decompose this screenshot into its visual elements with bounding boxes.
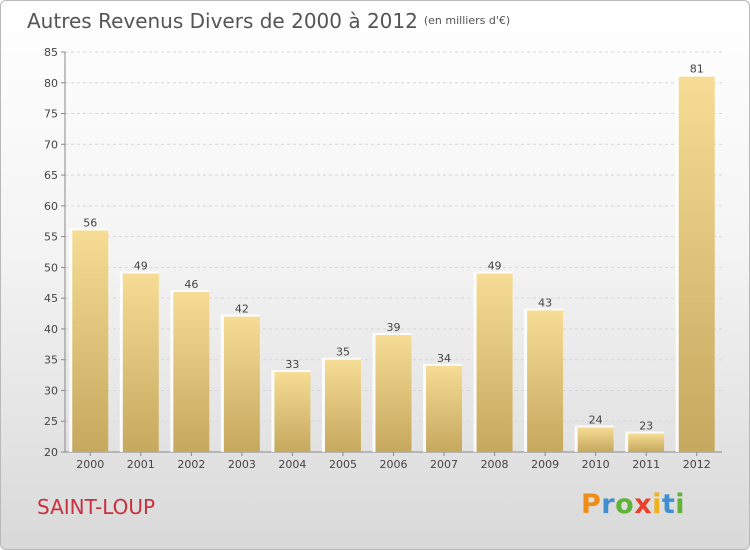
logo-letter: i: [675, 489, 686, 520]
bar-2008: [476, 273, 513, 452]
chart-title: Autres Revenus Divers de 2000 à 2012 (en …: [27, 9, 510, 33]
logo-letter: x: [634, 489, 653, 520]
x-tick-label-2012: 2012: [683, 458, 711, 471]
data-label-2002: 46: [184, 278, 198, 291]
y-tick-label: 55: [44, 231, 58, 244]
chart-title-text: Autres Revenus Divers de 2000 à 2012: [27, 9, 418, 33]
bar-2007: [426, 365, 463, 452]
y-tick-label: 65: [44, 169, 58, 182]
bar-2003: [223, 316, 260, 452]
bar-2001: [122, 273, 159, 452]
y-tick-label: 80: [44, 77, 58, 90]
data-label-2000: 56: [83, 216, 97, 229]
logo-letter: r: [601, 489, 616, 520]
y-tick-label: 85: [44, 46, 58, 59]
data-label-2006: 39: [387, 321, 401, 334]
x-tick-label-2011: 2011: [632, 458, 660, 471]
y-tick-label: 20: [44, 446, 58, 459]
data-label-2005: 35: [336, 346, 350, 359]
logo-letter: t: [661, 489, 676, 520]
bar-2004: [274, 372, 311, 452]
y-tick-label: 45: [44, 292, 58, 305]
data-label-2008: 49: [488, 260, 502, 273]
x-tick-label-2003: 2003: [228, 458, 256, 471]
x-tick-label-2000: 2000: [76, 458, 104, 471]
x-tick-label-2007: 2007: [430, 458, 458, 471]
y-tick-label: 40: [44, 323, 58, 336]
bar-2012: [678, 76, 715, 452]
data-label-2007: 34: [437, 352, 451, 365]
place-name: SAINT-LOUP: [37, 495, 156, 519]
y-tick-label: 70: [44, 138, 58, 151]
data-label-2011: 23: [639, 420, 653, 433]
data-label-2001: 49: [134, 260, 148, 273]
bar-2000: [72, 230, 109, 452]
x-tick-label-2005: 2005: [329, 458, 357, 471]
logo-letter: P: [581, 489, 602, 520]
bar-2006: [375, 335, 412, 452]
logo-letter: i: [652, 489, 662, 520]
data-label-2003: 42: [235, 303, 249, 316]
data-label-2012: 81: [690, 63, 704, 76]
x-tick-label-2001: 2001: [127, 458, 155, 471]
bar-2011: [628, 433, 665, 452]
bar-2010: [577, 427, 614, 452]
chart-subtitle: (en milliers d'€): [423, 14, 511, 27]
y-tick-label: 50: [44, 261, 58, 274]
x-tick-label-2002: 2002: [177, 458, 205, 471]
y-tick-label: 30: [44, 384, 58, 397]
bar-2005: [324, 359, 361, 452]
logo-letter: o: [615, 489, 635, 520]
x-tick-label-2004: 2004: [278, 458, 306, 471]
x-tick-label-2009: 2009: [531, 458, 559, 471]
x-tick-label-2006: 2006: [380, 458, 408, 471]
data-label-2010: 24: [589, 413, 603, 426]
x-tick-label-2010: 2010: [582, 458, 610, 471]
y-tick-label: 35: [44, 354, 58, 367]
data-label-2004: 33: [285, 358, 299, 371]
data-label-2009: 43: [538, 296, 552, 309]
y-tick-label: 25: [44, 415, 58, 428]
x-tick-label-2008: 2008: [481, 458, 509, 471]
y-tick-label: 60: [44, 200, 58, 213]
proxiti-logo: Proxiti: [581, 489, 685, 520]
bar-2009: [527, 310, 564, 452]
y-tick-label: 75: [44, 108, 58, 121]
bar-2002: [173, 292, 210, 452]
